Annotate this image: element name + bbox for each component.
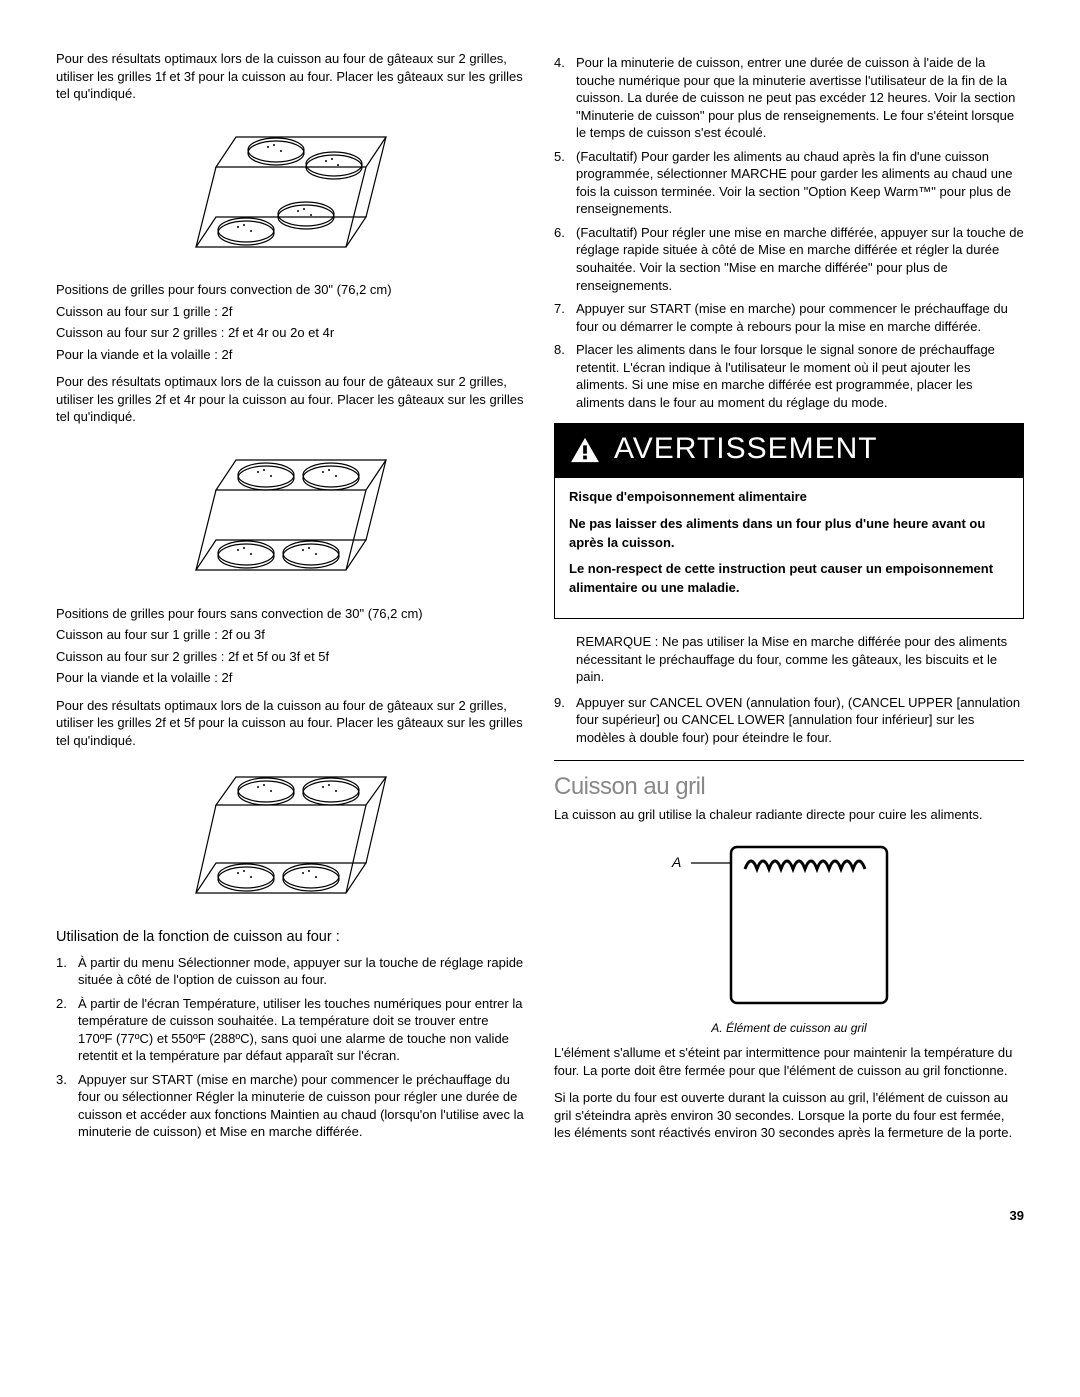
paragraph: Pour des résultats optimaux lors de la c… xyxy=(56,50,526,103)
position-info-2: Positions de grilles pour fours sans con… xyxy=(56,605,526,687)
list-item: 5.(Facultatif) Pour garder les aliments … xyxy=(554,148,1024,218)
right-column: 4.Pour la minuterie de cuisson, entrer u… xyxy=(554,50,1024,1147)
text: Cuisson au four sur 2 grilles : 2f et 4r… xyxy=(56,324,526,342)
section-title: Cuisson au gril xyxy=(554,771,1024,803)
rack-diagram-3 xyxy=(56,763,526,918)
text: Cuisson au four sur 1 grille : 2f xyxy=(56,303,526,321)
list-item: 1.À partir du menu Sélectionner mode, ap… xyxy=(56,954,526,989)
warning-text: Ne pas laisser des aliments dans un four… xyxy=(569,515,1009,553)
warning-triangle-icon xyxy=(570,437,600,463)
page-content: Pour des résultats optimaux lors de la c… xyxy=(56,50,1024,1147)
left-column: Pour des résultats optimaux lors de la c… xyxy=(56,50,526,1147)
paragraph: L'élément s'allume et s'éteint par inter… xyxy=(554,1044,1024,1079)
text: Positions de grilles pour fours convecti… xyxy=(56,281,526,299)
warning-title: AVERTISSEMENT xyxy=(614,429,878,470)
paragraph: Pour des résultats optimaux lors de la c… xyxy=(56,697,526,750)
list-item: 2.À partir de l'écran Température, utili… xyxy=(56,995,526,1065)
warning-text: Risque d'empoisonnement alimentaire xyxy=(569,488,1009,507)
list-item: 4.Pour la minuterie de cuisson, entrer u… xyxy=(554,54,1024,142)
list-item: 7.Appuyer sur START (mise en marche) pou… xyxy=(554,300,1024,335)
rack-diagram-1 xyxy=(56,117,526,272)
list-item: 9.Appuyer sur CANCEL OVEN (annulation fo… xyxy=(554,694,1024,747)
text: Pour la viande et la volaille : 2f xyxy=(56,346,526,364)
steps-list-right-2: 9.Appuyer sur CANCEL OVEN (annulation fo… xyxy=(554,694,1024,747)
divider xyxy=(554,760,1024,761)
list-item: 3.Appuyer sur START (mise en marche) pou… xyxy=(56,1071,526,1141)
page-number: 39 xyxy=(56,1207,1024,1225)
steps-list-left: 1.À partir du menu Sélectionner mode, ap… xyxy=(56,954,526,1141)
warning-text: Le non-respect de cette instruction peut… xyxy=(569,560,1009,598)
position-info-1: Positions de grilles pour fours convecti… xyxy=(56,281,526,363)
text: Pour la viande et la volaille : 2f xyxy=(56,669,526,687)
list-item: 6.(Facultatif) Pour régler une mise en m… xyxy=(554,224,1024,294)
remark: REMARQUE : Ne pas utiliser la Mise en ma… xyxy=(576,633,1024,686)
steps-list-right: 4.Pour la minuterie de cuisson, entrer u… xyxy=(554,54,1024,411)
text: Cuisson au four sur 2 grilles : 2f et 5f… xyxy=(56,648,526,666)
warning-header: AVERTISSEMENT xyxy=(554,423,1024,478)
list-item: 8.Placer les aliments dans le four lorsq… xyxy=(554,341,1024,411)
text: Cuisson au four sur 1 grille : 2f ou 3f xyxy=(56,626,526,644)
paragraph: Pour des résultats optimaux lors de la c… xyxy=(56,373,526,426)
use-heading: Utilisation de la fonction de cuisson au… xyxy=(56,928,526,948)
rack-diagram-2 xyxy=(56,440,526,595)
paragraph: Si la porte du four est ouverte durant l… xyxy=(554,1089,1024,1142)
warning-box: Risque d'empoisonnement alimentaire Ne p… xyxy=(554,478,1024,619)
broil-label-a: A xyxy=(672,853,681,872)
broil-caption: A. Élément de cuisson au gril xyxy=(554,1020,1024,1036)
broil-diagram: A A. Élément de cuisson au gril xyxy=(554,839,1024,1036)
text: Positions de grilles pour fours sans con… xyxy=(56,605,526,623)
section-intro: La cuisson au gril utilise la chaleur ra… xyxy=(554,806,1024,824)
